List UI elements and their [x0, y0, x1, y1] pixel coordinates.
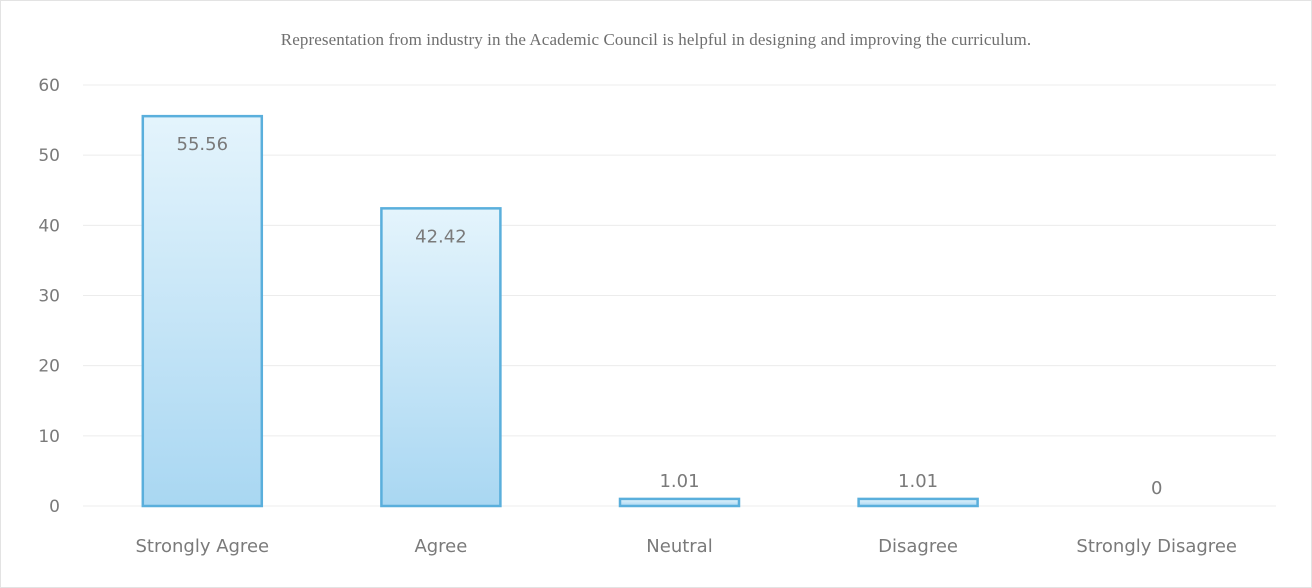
bar	[141, 114, 264, 508]
data-label: 42.42	[415, 226, 467, 247]
data-label: 1.01	[659, 471, 699, 492]
data-label: 0	[1151, 478, 1162, 499]
gridlines	[83, 84, 1276, 507]
x-axis-categories: Strongly Agree Agree Neutral Disagree Strong…	[135, 536, 1236, 557]
y-tick-label: 0	[49, 497, 60, 517]
x-category-label: Agree	[414, 536, 467, 557]
bar	[380, 207, 502, 508]
bars	[141, 114, 979, 508]
y-tick-label: 40	[38, 216, 60, 236]
y-tick-label: 20	[38, 357, 60, 377]
y-tick-label: 30	[38, 287, 60, 307]
bar	[618, 497, 741, 508]
y-tick-label: 50	[38, 146, 60, 166]
data-label: 1.01	[898, 471, 938, 492]
data-labels: 55.56 42.42 1.01 1.01 0	[177, 134, 1163, 499]
bar	[857, 497, 979, 508]
x-category-label: Strongly Agree	[135, 536, 269, 557]
chart-title: Representation from industry in the Acad…	[280, 30, 1032, 49]
x-category-label: Neutral	[646, 536, 712, 557]
y-tick-label: 60	[38, 76, 60, 96]
y-axis-ticks: 0 10 20 30 40 50 60	[38, 76, 60, 517]
y-tick-label: 10	[38, 427, 60, 447]
data-label: 55.56	[177, 134, 229, 155]
x-category-label: Strongly Disagree	[1076, 536, 1237, 557]
x-category-label: Disagree	[878, 536, 958, 557]
